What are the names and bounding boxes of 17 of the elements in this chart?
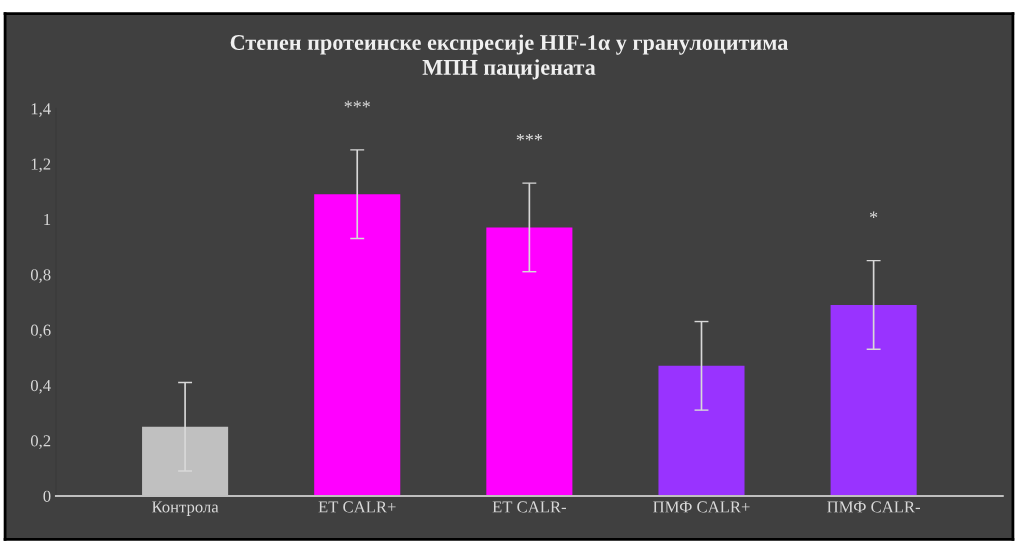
chart-title: Степен протеинске експресије HIF-1α у гранулоцитима МПН пацијената: [230, 34, 789, 80]
y-tick-label: 0,2: [30, 435, 51, 449]
y-tick-label: 0: [43, 490, 51, 502]
y-tick-label: 1,2: [31, 158, 51, 173]
x-tick-label: ЕТ CALR+: [318, 501, 396, 513]
y-tick-label: 1: [44, 213, 51, 225]
y-tick-label: 0,4: [30, 379, 51, 394]
y-tick-label: 0,8: [30, 269, 51, 283]
y-tick-label: 1,4: [31, 103, 51, 117]
x-tick-label: ЕТ CALR-: [492, 501, 567, 513]
annotation: *: [870, 211, 878, 219]
x-tick-label: ПМФ CALR+: [653, 501, 750, 513]
x-tick-label: ПМФ CALR-: [827, 501, 921, 513]
x-tick-label: Контрола: [151, 501, 219, 516]
annotation: ***: [516, 133, 543, 141]
annotation: ***: [344, 100, 370, 108]
y-tick-label: 0,6: [30, 324, 51, 339]
